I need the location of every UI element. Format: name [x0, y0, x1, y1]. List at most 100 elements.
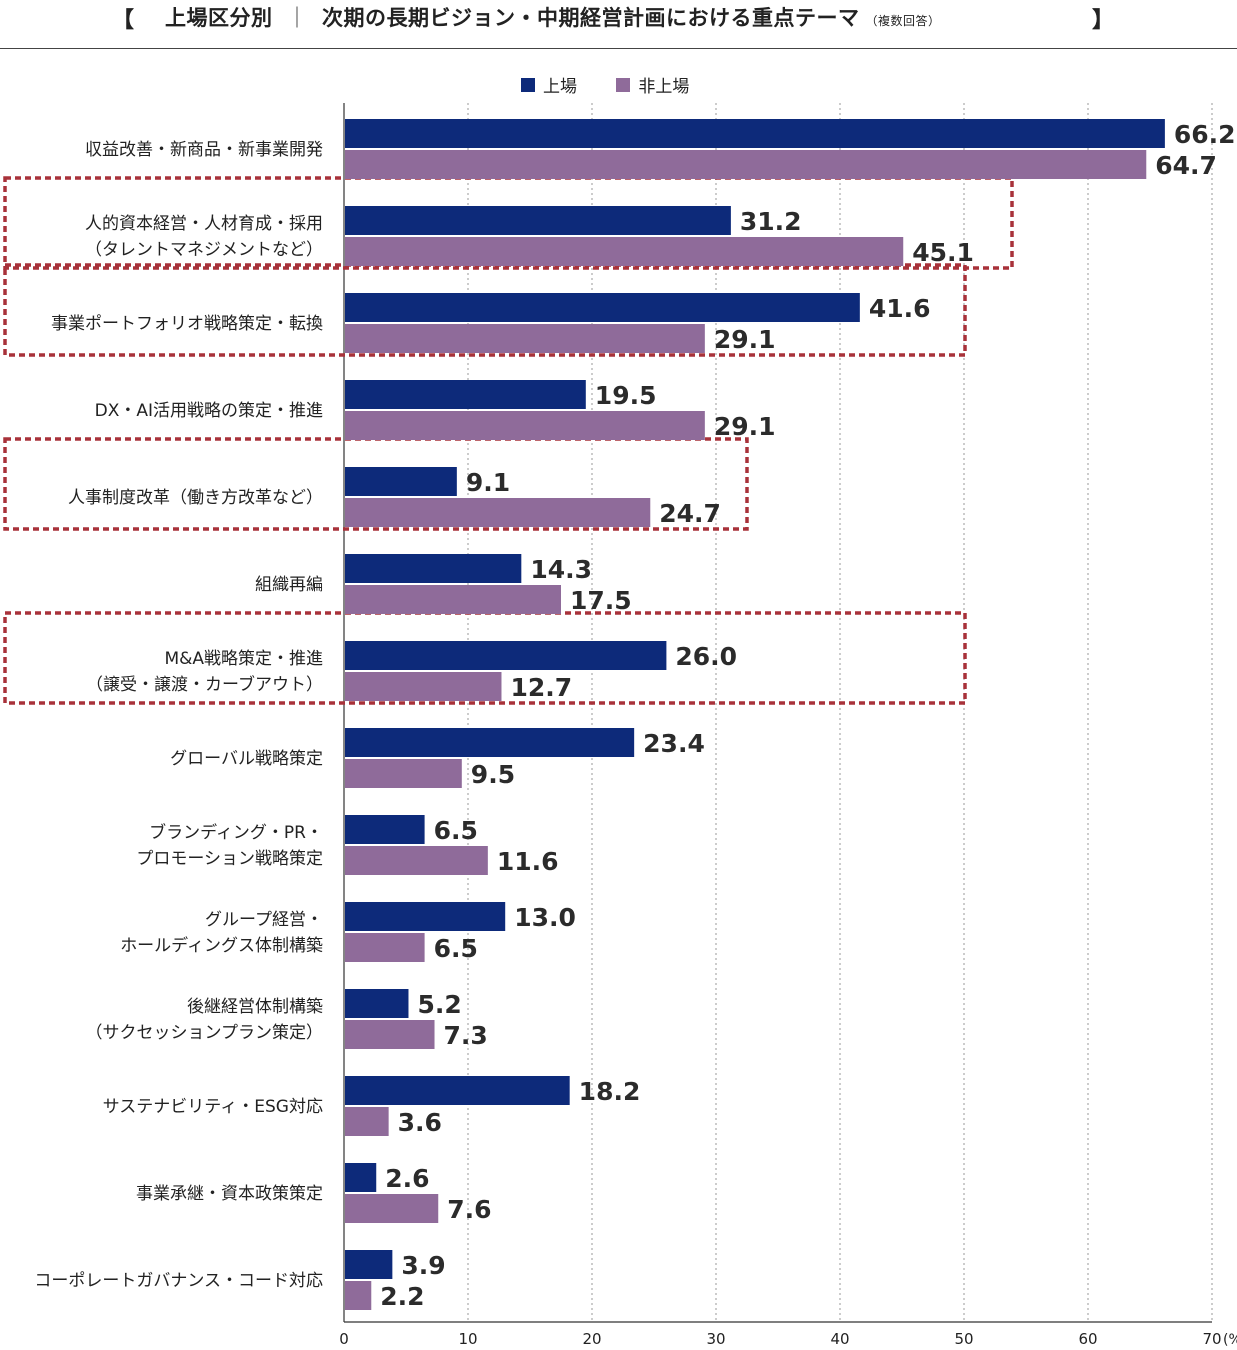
category-label: 収益改善・新商品・新事業開発 — [85, 140, 323, 160]
bar-unlisted — [345, 324, 705, 353]
bar-listed — [345, 815, 425, 844]
category-label: 組織再編 — [255, 575, 323, 595]
bar-unlisted — [345, 1194, 439, 1223]
category-label: ブランディング・PR・ — [149, 822, 323, 843]
value-label-unlisted: 24.7 — [659, 499, 721, 528]
x-tick-label: 30 — [706, 1330, 725, 1348]
bar-unlisted — [345, 237, 904, 266]
bar-listed — [345, 728, 635, 757]
value-label-listed: 18.2 — [579, 1077, 641, 1106]
category-label: M&A戦略策定・推進 — [164, 649, 323, 669]
category-label: 事業承継・資本政策策定 — [136, 1184, 323, 1204]
value-label-unlisted: 11.6 — [497, 847, 559, 876]
title-main: 次期の長期ビジョン・中期経営計画における重点テーマ — [322, 6, 860, 30]
bar-unlisted — [345, 150, 1147, 179]
chart-title: 【 上場区分別｜次期の長期ビジョン・中期経営計画における重点テーマ （複数回答） … — [0, 0, 1237, 36]
value-label-listed: 3.9 — [401, 1251, 445, 1280]
x-tick-label: 10 — [458, 1330, 477, 1348]
value-label-listed: 9.1 — [466, 468, 510, 497]
bar-listed — [345, 902, 506, 931]
title-text: 上場区分別 ｜ 次期の長期ビジョン・中期経営計画における重点テーマ （複数回答） — [165, 2, 941, 32]
bar-unlisted — [345, 846, 488, 875]
category-label: 後継経営体制構築 — [187, 997, 323, 1017]
bar-listed — [345, 554, 522, 583]
legend-swatch-listed — [521, 77, 535, 92]
value-label-unlisted: 29.1 — [714, 412, 776, 441]
category-label: 人事制度改革（働き方改革など） — [68, 488, 323, 508]
title-segment: 上場区分別 — [165, 6, 273, 30]
bar-listed — [345, 1163, 377, 1192]
value-label-listed: 2.6 — [385, 1164, 429, 1193]
value-label-listed: 23.4 — [643, 729, 705, 758]
bar-unlisted — [345, 759, 462, 788]
title-note: （複数回答） — [865, 14, 941, 28]
bar-unlisted — [345, 585, 561, 614]
value-label-listed: 14.3 — [530, 555, 592, 584]
x-tick-label: 70 — [1202, 1330, 1221, 1348]
value-label-unlisted: 17.5 — [570, 586, 632, 615]
bar-unlisted — [345, 1020, 435, 1049]
legend-label-unlisted: 非上場 — [638, 77, 690, 97]
legend-item-listed: 上場 — [521, 72, 577, 97]
bar-unlisted — [345, 933, 425, 962]
category-label: （タレントマネジメントなど） — [85, 240, 323, 260]
bar-listed — [345, 989, 409, 1018]
bar-listed — [345, 641, 667, 670]
category-label: （譲受・譲渡・カーブアウト） — [86, 674, 323, 695]
value-label-unlisted: 2.2 — [380, 1282, 424, 1311]
value-label-listed: 66.2 — [1174, 120, 1236, 149]
value-label-unlisted: 3.6 — [398, 1108, 442, 1137]
value-label-unlisted: 9.5 — [471, 760, 515, 789]
value-label-listed: 41.6 — [869, 294, 931, 323]
bar-listed — [345, 380, 586, 409]
bar-unlisted — [345, 672, 502, 701]
bar-unlisted — [345, 498, 651, 527]
value-label-unlisted: 6.5 — [434, 934, 478, 963]
value-label-listed: 13.0 — [514, 903, 576, 932]
value-label-unlisted: 45.1 — [912, 238, 974, 267]
category-label: グローバル戦略策定 — [170, 749, 323, 769]
bar-listed — [345, 1250, 393, 1279]
category-label: 事業ポートフォリオ戦略策定・転換 — [51, 314, 323, 334]
x-tick-label: 40 — [830, 1330, 849, 1348]
x-axis-unit: (%) — [1223, 1332, 1237, 1348]
title-separator: ｜ — [286, 6, 308, 30]
x-tick-label: 50 — [954, 1330, 973, 1348]
value-label-unlisted: 12.7 — [510, 673, 572, 702]
value-label-listed: 5.2 — [417, 990, 461, 1019]
legend: 上場 非上場 — [521, 72, 723, 97]
category-label: 人的資本経営・人材育成・採用 — [85, 214, 323, 234]
category-label: プロモーション戦略策定 — [136, 849, 323, 869]
value-label-unlisted: 29.1 — [714, 325, 776, 354]
value-label-unlisted: 64.7 — [1155, 151, 1217, 180]
bar-unlisted — [345, 1281, 372, 1310]
category-label: サステナビリティ・ESG対応 — [103, 1097, 323, 1117]
title-rule — [0, 48, 1237, 49]
category-label: コーポレートガバナンス・コード対応 — [34, 1271, 323, 1291]
value-label-listed: 31.2 — [740, 207, 802, 236]
bar-unlisted — [345, 411, 705, 440]
category-label: （サクセッションプラン策定） — [86, 1023, 324, 1043]
x-tick-label: 20 — [582, 1330, 601, 1348]
bar-listed — [345, 467, 457, 496]
title-close-bracket: 】 — [1092, 8, 1115, 33]
bar-listed — [345, 206, 731, 235]
bar-listed — [345, 1076, 570, 1105]
category-label: ホールディングス体制構築 — [120, 935, 323, 956]
bar-listed — [345, 293, 860, 322]
value-label-listed: 19.5 — [595, 381, 657, 410]
legend-item-unlisted: 非上場 — [616, 72, 689, 97]
value-label-listed: 26.0 — [675, 642, 737, 671]
title-open-bracket: 【 — [112, 8, 135, 33]
legend-swatch-unlisted — [616, 77, 631, 92]
value-label-unlisted: 7.3 — [444, 1021, 488, 1050]
x-tick-label: 0 — [339, 1330, 349, 1348]
value-label-listed: 6.5 — [434, 816, 478, 845]
x-tick-label: 60 — [1078, 1330, 1097, 1348]
category-label: グループ経営・ — [205, 910, 323, 930]
value-label-unlisted: 7.6 — [447, 1195, 491, 1224]
bar-listed — [345, 119, 1165, 148]
category-label: DX・AI活用戦略の策定・推進 — [95, 401, 323, 421]
bar-unlisted — [345, 1107, 389, 1136]
